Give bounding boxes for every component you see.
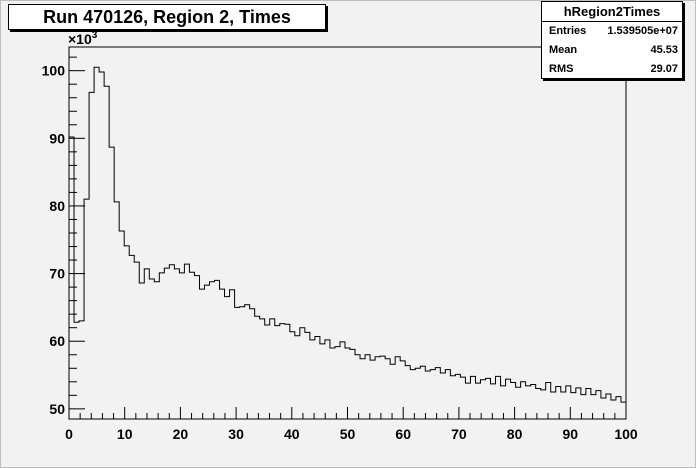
stats-value: 1.539505e+07 bbox=[607, 25, 678, 37]
x-axis: 0 10 20 30 40 50 60 70 80 90 100 bbox=[65, 407, 638, 442]
stats-value: 45.53 bbox=[650, 44, 678, 56]
x-tick-label: 50 bbox=[340, 426, 356, 442]
exponent-power: 3 bbox=[92, 30, 98, 41]
stats-histogram-name: hRegion2Times bbox=[542, 2, 682, 22]
stats-row-mean: Mean 45.53 bbox=[542, 41, 682, 60]
x-tick-label: 90 bbox=[563, 426, 579, 442]
x-tick-label: 0 bbox=[65, 426, 73, 442]
x-tick-label: 100 bbox=[614, 426, 638, 442]
y-tick-label: 60 bbox=[49, 333, 65, 349]
x-tick-label: 30 bbox=[228, 426, 244, 442]
stats-row-rms: RMS 29.07 bbox=[542, 60, 682, 79]
stats-box: hRegion2Times Entries 1.539505e+07 Mean … bbox=[541, 1, 683, 79]
stats-label: RMS bbox=[549, 63, 574, 75]
stats-label: Entries bbox=[549, 25, 587, 37]
y-tick-label: 90 bbox=[49, 130, 65, 146]
plot-frame bbox=[68, 46, 627, 420]
y-tick-label: 100 bbox=[42, 63, 66, 79]
y-tick-label: 80 bbox=[49, 198, 65, 214]
exponent-base: ×10 bbox=[68, 31, 92, 47]
stats-row-entries: Entries 1.539505e+07 bbox=[542, 22, 682, 41]
x-tick-label: 40 bbox=[284, 426, 300, 442]
histogram-line bbox=[69, 66, 626, 403]
x-tick-label: 60 bbox=[395, 426, 411, 442]
x-tick-label: 20 bbox=[173, 426, 189, 442]
y-tick-label: 70 bbox=[49, 266, 65, 282]
stats-label: Mean bbox=[549, 44, 578, 56]
stats-value: 29.07 bbox=[650, 63, 678, 75]
x-tick-label: 10 bbox=[117, 426, 133, 442]
x-tick-label: 80 bbox=[507, 426, 523, 442]
y-tick-label: 50 bbox=[49, 401, 65, 417]
y-axis: 50 60 70 80 90 100 bbox=[42, 56, 85, 417]
chart-title: Run 470126, Region 2, Times bbox=[8, 4, 326, 30]
x-tick-label: 70 bbox=[451, 426, 467, 442]
y-axis-exponent: ×103 bbox=[68, 30, 98, 47]
